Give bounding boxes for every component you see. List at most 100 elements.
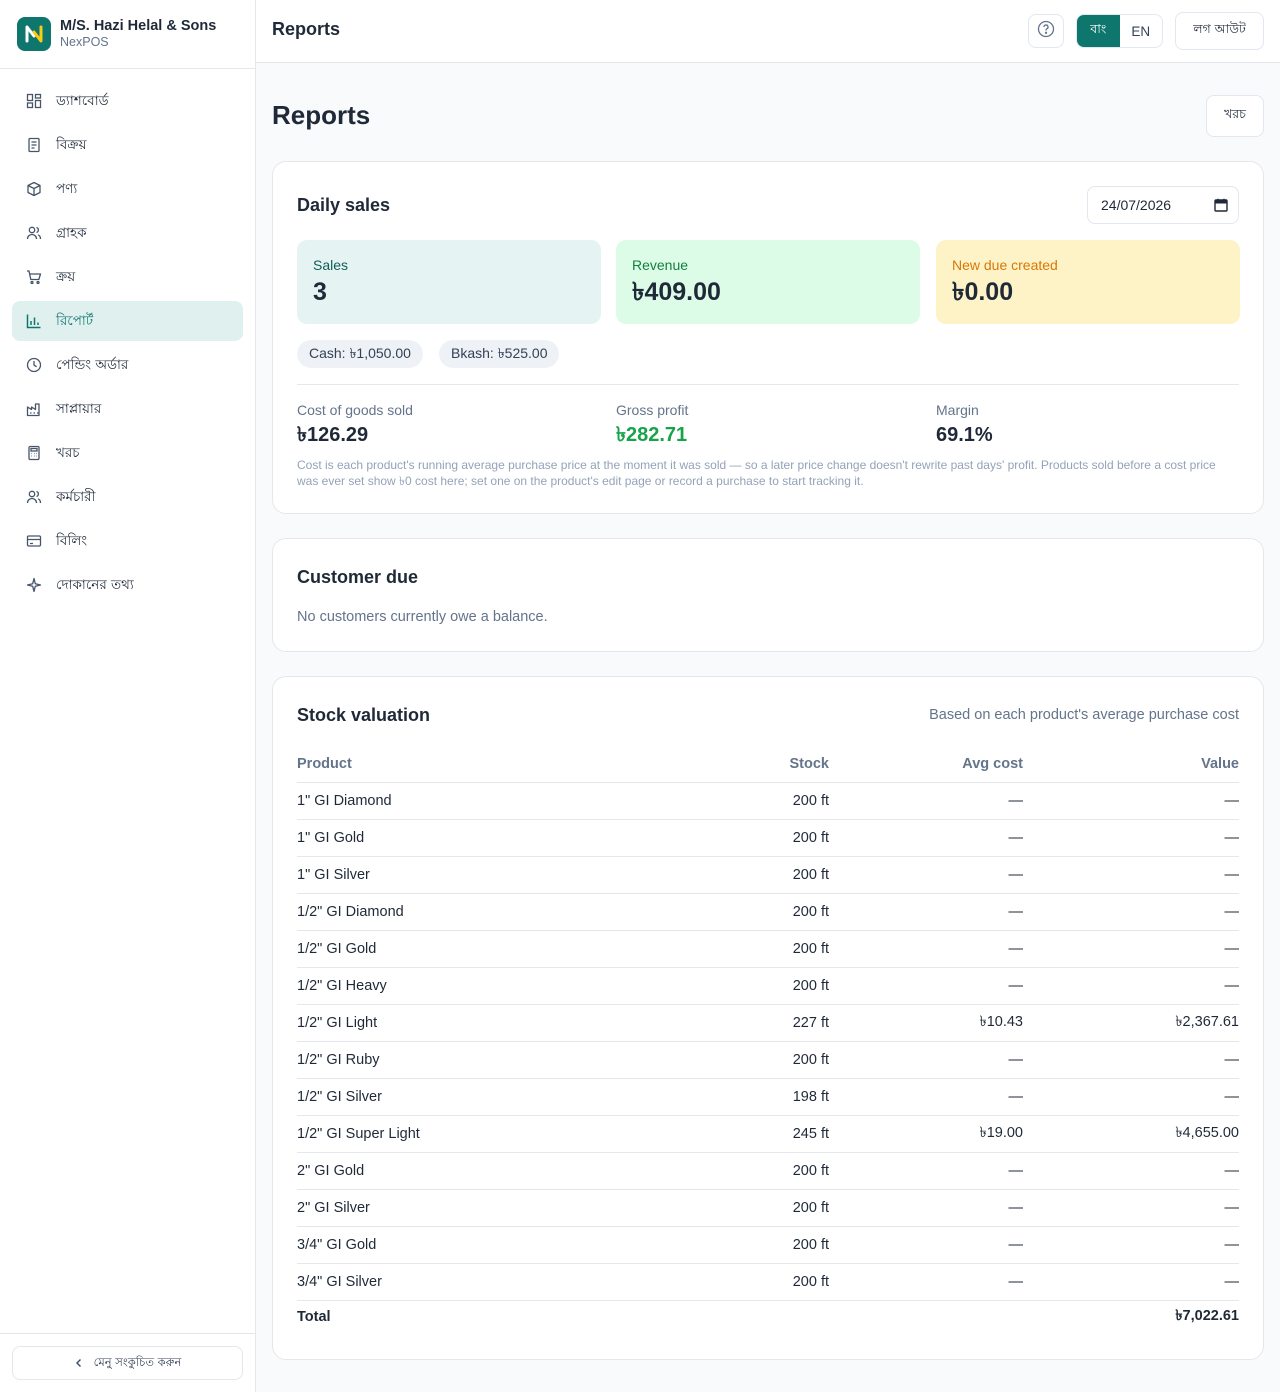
gross-profit-metric: Gross profit ৳282.71: [616, 402, 688, 446]
users-icon: [24, 223, 44, 243]
sidebar-item-purchases[interactable]: ক্রয়: [12, 257, 243, 297]
collapse-menu-button[interactable]: মেনু সংকুচিত করুন: [12, 1346, 243, 1380]
cell-avg-cost: ৳19.00: [829, 1115, 1023, 1153]
lang-bangla-option[interactable]: বাং: [1077, 15, 1120, 47]
page-title: Reports: [272, 100, 371, 130]
empty-cell: [733, 1300, 829, 1334]
revenue-label: Revenue: [632, 257, 689, 273]
calendar-icon[interactable]: [1214, 198, 1228, 215]
expense-button[interactable]: খরচ: [1206, 95, 1264, 137]
cell-value: —: [1023, 1152, 1239, 1190]
sidebar-item-pending-orders[interactable]: পেন্ডিং অর্ডার: [12, 345, 243, 385]
sidebar-nav: ড্যাশবোর্ড বিক্রয় পণ্য গ্রাহক ক্রয় রিপ…: [0, 69, 255, 621]
table-row: 1/2" GI Gold 200 ft — —: [297, 930, 1239, 968]
language-toggle: বাং EN: [1076, 14, 1163, 48]
brand-name: M/S. Hazi Helal & Sons: [60, 18, 217, 34]
daily-sales-title: Daily sales: [297, 195, 391, 215]
clock-icon: [24, 355, 44, 375]
cell-stock: 198 ft: [733, 1078, 829, 1116]
cell-stock: 200 ft: [733, 1263, 829, 1301]
box-icon: [24, 179, 44, 199]
bkash-payment-chip: Bkash: ৳525.00: [439, 340, 560, 368]
sidebar-item-label: পেন্ডিং অর্ডার: [56, 356, 129, 373]
sidebar-item-customers[interactable]: গ্রাহক: [12, 213, 243, 253]
logout-button[interactable]: লগ আউট: [1175, 12, 1264, 50]
cell-value: ৳2,367.61: [1023, 1004, 1239, 1042]
cell-avg-cost: —: [829, 1152, 1023, 1190]
topbar-title: Reports: [272, 19, 341, 39]
margin-value: 69.1%: [936, 424, 993, 446]
cell-stock: 200 ft: [733, 1152, 829, 1190]
column-header-value: Value: [1023, 747, 1239, 783]
cell-product: 1/2" GI Silver: [297, 1078, 733, 1116]
cell-value: —: [1023, 782, 1239, 820]
stock-valuation-subtitle: Based on each product's average purchase…: [929, 707, 1239, 723]
cell-avg-cost: —: [829, 1041, 1023, 1079]
brand-header: M/S. Hazi Helal & Sons NexPOS: [0, 0, 255, 69]
stock-valuation-card: Stock valuation Based on each product's …: [272, 676, 1264, 1360]
new-due-stat: New due created ৳0.00: [936, 240, 1240, 324]
cart-icon: [24, 267, 44, 287]
bar-chart-icon: [24, 311, 44, 331]
empty-cell: [829, 1300, 1023, 1334]
cell-product: 1/2" GI Heavy: [297, 967, 733, 1005]
cell-stock: 227 ft: [733, 1004, 829, 1042]
receipt-icon: [24, 135, 44, 155]
sparkle-icon: [24, 575, 44, 595]
topbar: Reports বাং EN লগ আউট: [256, 0, 1280, 63]
sidebar-item-employees[interactable]: কর্মচারী: [12, 477, 243, 517]
cogs-label: Cost of goods sold: [297, 402, 413, 418]
gross-profit-value: ৳282.71: [616, 424, 688, 446]
sidebar-item-products[interactable]: পণ্য: [12, 169, 243, 209]
cell-stock: 200 ft: [733, 1226, 829, 1264]
sidebar-item-label: পণ্য: [56, 180, 78, 197]
sidebar-item-dashboard[interactable]: ড্যাশবোর্ড: [12, 81, 243, 121]
sidebar-item-suppliers[interactable]: সাপ্লায়ার: [12, 389, 243, 429]
sidebar: M/S. Hazi Helal & Sons NexPOS ড্যাশবোর্ড…: [0, 0, 256, 1392]
cell-stock: 200 ft: [733, 856, 829, 894]
sidebar-item-reports[interactable]: রিপোর্ট: [12, 301, 243, 341]
cell-avg-cost: —: [829, 1189, 1023, 1227]
cell-product: 3/4" GI Gold: [297, 1226, 733, 1264]
cell-avg-cost: —: [829, 782, 1023, 820]
customer-due-card: Customer due No customers currently owe …: [272, 538, 1264, 652]
customer-due-title: Customer due: [297, 567, 419, 587]
sales-value: 3: [313, 278, 327, 306]
date-picker-input[interactable]: 24/07/2026: [1087, 186, 1239, 224]
stock-valuation-title: Stock valuation: [297, 705, 431, 725]
cell-product: 3/4" GI Silver: [297, 1263, 733, 1301]
table-row: 1/2" GI Ruby 200 ft — —: [297, 1041, 1239, 1079]
sidebar-item-sales[interactable]: বিক্রয়: [12, 125, 243, 165]
cell-stock: 200 ft: [733, 893, 829, 931]
sidebar-item-label: ক্রয়: [56, 268, 76, 285]
cost-footnote: Cost is each product's running average p…: [297, 458, 1216, 488]
cell-product: 1/2" GI Ruby: [297, 1041, 733, 1079]
sidebar-item-label: ড্যাশবোর্ড: [56, 92, 109, 109]
column-header-product: Product: [297, 747, 733, 783]
table-row: 1/2" GI Heavy 200 ft — —: [297, 967, 1239, 1005]
sales-count-stat: Sales 3: [297, 240, 601, 324]
calculator-icon: [24, 443, 44, 463]
help-icon: [1037, 20, 1055, 43]
cell-product: 2" GI Gold: [297, 1152, 733, 1190]
sidebar-item-expenses[interactable]: খরচ: [12, 433, 243, 473]
cell-stock: 200 ft: [733, 782, 829, 820]
table-row: 1" GI Silver 200 ft — —: [297, 856, 1239, 894]
table-row: 1/2" GI Diamond 200 ft — —: [297, 893, 1239, 931]
lang-english-option[interactable]: EN: [1131, 23, 1151, 39]
cell-avg-cost: —: [829, 1226, 1023, 1264]
cell-product: 2" GI Silver: [297, 1189, 733, 1227]
chevron-left-icon: [74, 1358, 84, 1368]
revenue-value: ৳409.00: [632, 278, 721, 306]
factory-icon: [24, 399, 44, 419]
table-row: 3/4" GI Silver 200 ft — —: [297, 1263, 1239, 1301]
cogs-metric: Cost of goods sold ৳126.29: [297, 402, 413, 446]
help-button[interactable]: [1028, 14, 1064, 48]
cell-avg-cost: —: [829, 893, 1023, 931]
sidebar-item-label: রিপোর্ট: [56, 312, 94, 329]
sidebar-item-billing[interactable]: বিলিং: [12, 521, 243, 561]
sidebar-item-shop-info[interactable]: দোকানের তথ্য: [12, 565, 243, 605]
cell-product: 1/2" GI Light: [297, 1004, 733, 1042]
cell-value: —: [1023, 1263, 1239, 1301]
cell-stock: 245 ft: [733, 1115, 829, 1153]
